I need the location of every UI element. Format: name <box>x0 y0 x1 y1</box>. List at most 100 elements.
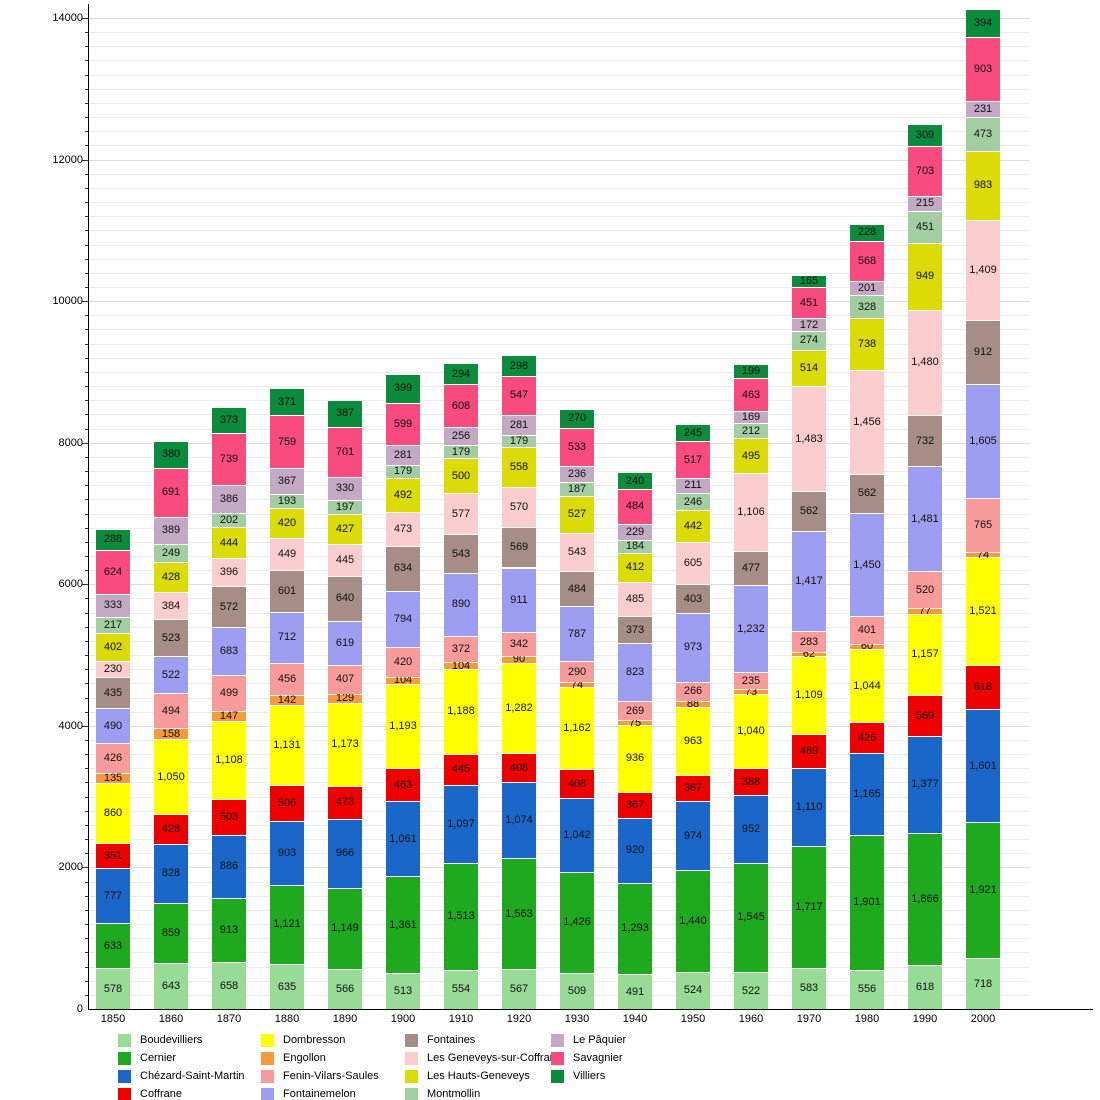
legend-swatch-villiers <box>551 1069 564 1083</box>
y-minor-tick <box>85 527 88 529</box>
bar-segment-savagnier <box>154 467 188 517</box>
x-axis-tick-label: 1860 <box>158 1013 184 1025</box>
bar-segment-boudevilliers <box>154 963 188 1009</box>
bar-segment-fontaines <box>328 575 362 621</box>
bar-segment-savagnier <box>444 384 478 428</box>
bar-segment-villiers <box>792 274 826 287</box>
bar-segment-cernier <box>560 872 594 973</box>
minor-gridline <box>89 244 1030 246</box>
bar-segment-savagnier <box>96 549 130 594</box>
bar-segment-boudevilliers <box>386 972 420 1009</box>
y-minor-tick <box>85 640 88 642</box>
bar-segment-les-hauts-geneveys <box>328 513 362 545</box>
bar-segment-les-hauts-geneveys <box>618 552 652 582</box>
bar-segment-chezard-saint-martin <box>502 782 536 859</box>
bar-segment-savagnier <box>270 414 304 469</box>
bar-segment-coffrane <box>792 734 826 768</box>
bar-segment-chezard-saint-martin <box>618 817 652 883</box>
y-major-tick <box>82 18 88 19</box>
y-minor-tick <box>85 88 88 90</box>
bar-segment-dombresson <box>560 687 594 770</box>
minor-gridline <box>89 400 1030 402</box>
bar-segment-boudevilliers <box>792 967 826 1009</box>
bar-segment-savagnier <box>502 376 536 415</box>
y-minor-tick <box>85 513 88 515</box>
bar-segment-savagnier <box>792 286 826 319</box>
x-axis-tick-label: 1940 <box>622 1013 648 1025</box>
bar-segment-fenin-vilars-saules <box>444 635 478 663</box>
legend-label: Le Pâquier <box>573 1034 627 1046</box>
bar-segment-le-paquier <box>618 523 652 540</box>
legend-swatch-montmollin <box>405 1087 418 1100</box>
y-minor-tick <box>85 202 88 204</box>
y-minor-tick <box>85 428 88 430</box>
legend-label: Chézard-Saint-Martin <box>140 1070 245 1082</box>
bar-segment-fontaines <box>444 534 478 573</box>
bar-segment-montmollin <box>676 492 710 511</box>
bar-segment-boudevilliers <box>444 969 478 1009</box>
bar-segment-boudevilliers <box>328 968 362 1009</box>
legend-swatch-coffrane <box>118 1087 131 1100</box>
legend-label: Cernier <box>140 1052 177 1064</box>
bar-segment-boudevilliers <box>96 968 130 1009</box>
y-minor-tick <box>85 187 88 189</box>
minor-gridline <box>89 131 1030 133</box>
bar-segment-le-paquier <box>850 280 884 295</box>
y-axis-line <box>88 4 89 1010</box>
bar-segment-engollon <box>850 644 884 649</box>
bar-segment-dombresson <box>386 684 420 769</box>
minor-gridline <box>89 357 1030 359</box>
y-minor-tick <box>85 471 88 473</box>
bar-segment-cernier <box>734 862 768 973</box>
bar-segment-fontaines <box>270 569 304 613</box>
bar-segment-fenin-vilars-saules <box>328 664 362 694</box>
bar-segment-les-geneveys-sur-coffrane <box>560 532 594 572</box>
y-minor-tick <box>85 541 88 543</box>
legend-label: Engollon <box>283 1052 326 1064</box>
legend-swatch-le-paquier <box>551 1033 564 1047</box>
y-axis-tick-label: 0 <box>76 1003 83 1015</box>
bar-segment-chezard-saint-martin <box>850 752 884 836</box>
legend-label: Dombresson <box>283 1034 346 1046</box>
bar-segment-chezard-saint-martin <box>154 844 188 903</box>
bar-segment-chezard-saint-martin <box>908 735 942 834</box>
legend-item-le-paquier: Le Pâquier <box>551 1031 681 1049</box>
bar-segment-les-geneveys-sur-coffrane <box>270 537 304 570</box>
bar-segment-villiers <box>212 406 246 434</box>
bar-segment-savagnier <box>850 240 884 281</box>
bar-segment-les-geneveys-sur-coffrane <box>444 493 478 535</box>
bar-segment-dombresson <box>618 725 652 792</box>
y-minor-tick <box>85 244 88 246</box>
bar-segment-coffrane <box>850 722 884 753</box>
bar-segment-fontainemelon <box>618 642 652 701</box>
bar-segment-savagnier <box>328 426 362 477</box>
bar-segment-fenin-vilars-saules <box>966 498 1000 553</box>
bar-segment-les-geneveys-sur-coffrane <box>734 473 768 552</box>
minor-gridline <box>89 202 1030 204</box>
bar-segment-villiers <box>618 472 652 490</box>
legend-item-les-hauts-geneveys: Les Hauts-Geneveys <box>405 1067 551 1085</box>
bar-segment-chezard-saint-martin <box>212 835 246 898</box>
bar-segment-engollon <box>908 608 942 614</box>
bar-segment-cernier <box>328 887 362 969</box>
legend-label: Villiers <box>573 1070 606 1082</box>
bar-segment-cernier <box>96 923 130 969</box>
x-axis-line <box>88 1009 1093 1010</box>
y-minor-tick <box>85 895 88 897</box>
minor-gridline <box>89 60 1030 62</box>
bar-segment-les-hauts-geneveys <box>850 318 884 371</box>
bar-segment-fontainemelon <box>850 513 884 616</box>
bar-segment-les-geneveys-sur-coffrane <box>386 512 420 546</box>
bar-segment-chezard-saint-martin <box>328 819 362 888</box>
bar-segment-villiers <box>96 529 130 550</box>
bar-segment-boudevilliers <box>734 972 768 1009</box>
bar-segment-les-hauts-geneveys <box>908 242 942 310</box>
bar-segment-les-geneveys-sur-coffrane <box>212 558 246 587</box>
minor-gridline <box>89 216 1030 218</box>
x-axis-tick-label: 1990 <box>912 1013 938 1025</box>
bar-segment-fenin-vilars-saules <box>618 701 652 721</box>
legend-swatch-chezard-saint-martin <box>118 1069 131 1083</box>
y-minor-tick <box>85 230 88 232</box>
bar-segment-montmollin <box>212 512 246 528</box>
bar-segment-cernier <box>618 882 652 975</box>
